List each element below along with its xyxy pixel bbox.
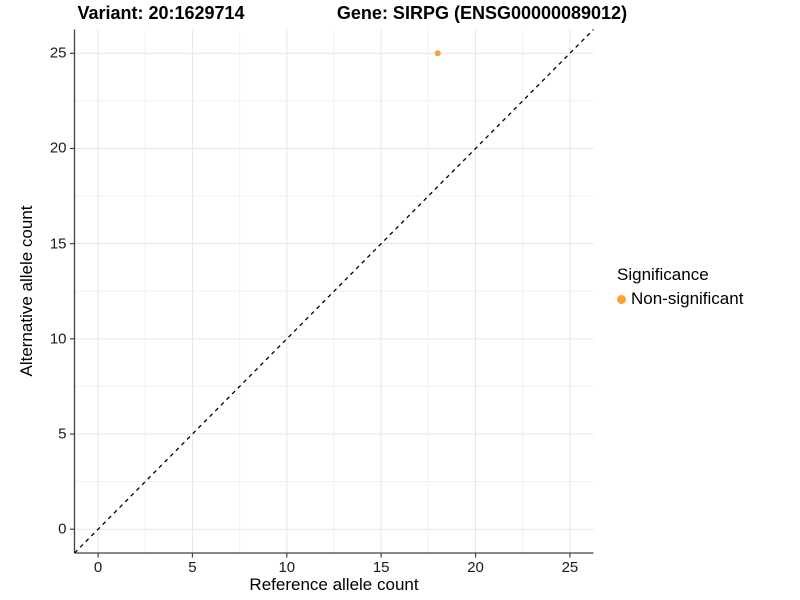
legend-title: Significance [617,265,709,284]
y-tick-label: 25 [49,44,67,62]
y-tick-label: 15 [49,235,67,253]
data-point [434,50,441,57]
x-tick-label: 25 [561,559,579,576]
legend-point-icon [617,294,626,304]
plot-title-variant: Variant: 20:1629714 [77,3,245,23]
x-tick-label: 0 [93,559,103,576]
identity-reference-line [74,29,594,554]
y-tick-label: 5 [58,425,67,443]
y-axis-title: Alternative allele count [17,205,36,377]
x-axis-title: Reference allele count [249,575,419,594]
x-tick-label: 20 [467,559,484,576]
legend-item-non-significant: Non-significant [617,289,743,309]
legend: Significance Non-significant [617,265,743,309]
legend-item-label: Non-significant [631,289,744,308]
y-tick-label: 0 [58,520,67,538]
y-tick-label: 10 [49,330,67,348]
x-tick-label: 15 [372,559,390,576]
x-tick-label: 5 [188,559,197,576]
x-tick-label: 10 [278,559,296,576]
plot-title-gene: Gene: SIRPG (ENSG00000089012) [336,3,628,23]
y-tick-label: 20 [49,139,67,157]
